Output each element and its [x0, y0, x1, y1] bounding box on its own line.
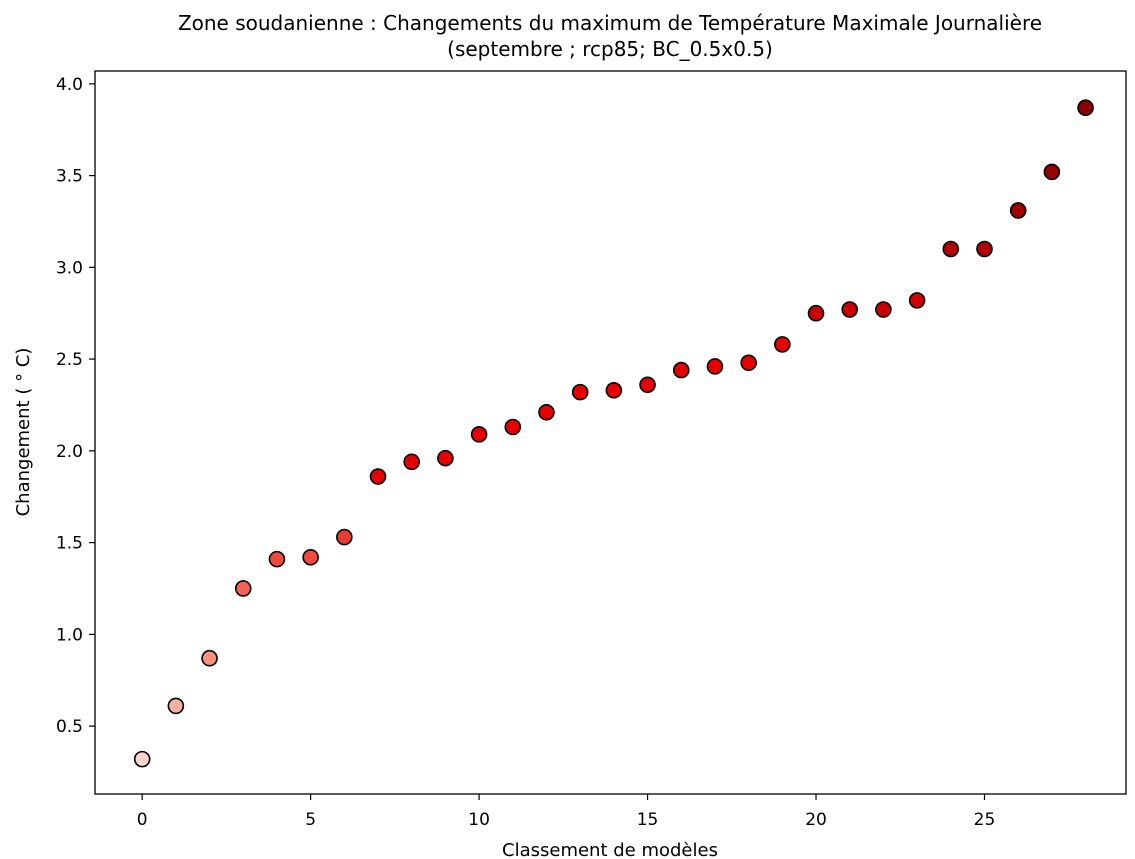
data-point: [538, 404, 555, 421]
y-tick-label: 1.0: [56, 625, 83, 645]
y-tick-label: 3.0: [56, 258, 83, 278]
x-tick-label: 0: [137, 810, 148, 830]
data-point: [336, 528, 353, 546]
data-point: [908, 292, 926, 309]
data-point: [942, 240, 960, 258]
y-tick-label: 2.0: [56, 442, 83, 462]
y-axis-label: Changement ( ° C): [13, 348, 34, 517]
data-point: [369, 468, 387, 485]
x-tick-label: 20: [805, 810, 827, 830]
data-point: [740, 354, 757, 372]
data-point: [807, 304, 825, 322]
data-point: [302, 548, 319, 566]
y-tick-label: 1.5: [56, 534, 83, 554]
data-point: [672, 361, 690, 379]
y-tick-label: 0.5: [56, 717, 83, 737]
data-point: [1009, 202, 1027, 219]
data-point: [437, 449, 454, 467]
data-point: [403, 453, 421, 471]
x-tick-label: 25: [974, 810, 996, 830]
data-point: [201, 649, 218, 667]
chart-title: Zone soudanienne : Changements du maximu…: [178, 11, 1042, 35]
x-axis: 0 5 10 15 20 25: [137, 794, 996, 830]
x-tick-label: 5: [305, 810, 316, 830]
x-axis-label: Classement de modèles: [502, 840, 718, 859]
data-point: [605, 381, 623, 399]
data-point: [133, 750, 151, 768]
data-points: [133, 99, 1094, 768]
data-point: [976, 240, 993, 258]
data-point: [774, 336, 791, 353]
x-tick-label: 15: [637, 810, 659, 830]
data-point: [234, 580, 252, 597]
data-point: [1043, 163, 1061, 181]
data-point: [639, 376, 656, 394]
data-point: [167, 697, 185, 715]
data-point: [1077, 99, 1094, 117]
data-point: [470, 426, 488, 443]
x-tick-label: 10: [468, 810, 490, 830]
data-point: [504, 418, 522, 436]
y-tick-label: 3.5: [56, 167, 83, 187]
chart-subtitle: (septembre ; rcp85; BC_0.5x0.5): [447, 37, 773, 61]
data-point: [571, 383, 589, 401]
data-point: [841, 301, 859, 318]
y-axis: 0.5 1.0 1.5 2.0 2.5 3.0 3.5 4.0: [56, 75, 95, 737]
plot-area-frame: [94, 70, 1127, 795]
data-point: [268, 550, 286, 568]
y-tick-label: 2.5: [56, 350, 83, 370]
data-point: [706, 358, 724, 375]
data-point: [875, 301, 892, 318]
y-tick-label: 4.0: [56, 75, 83, 95]
